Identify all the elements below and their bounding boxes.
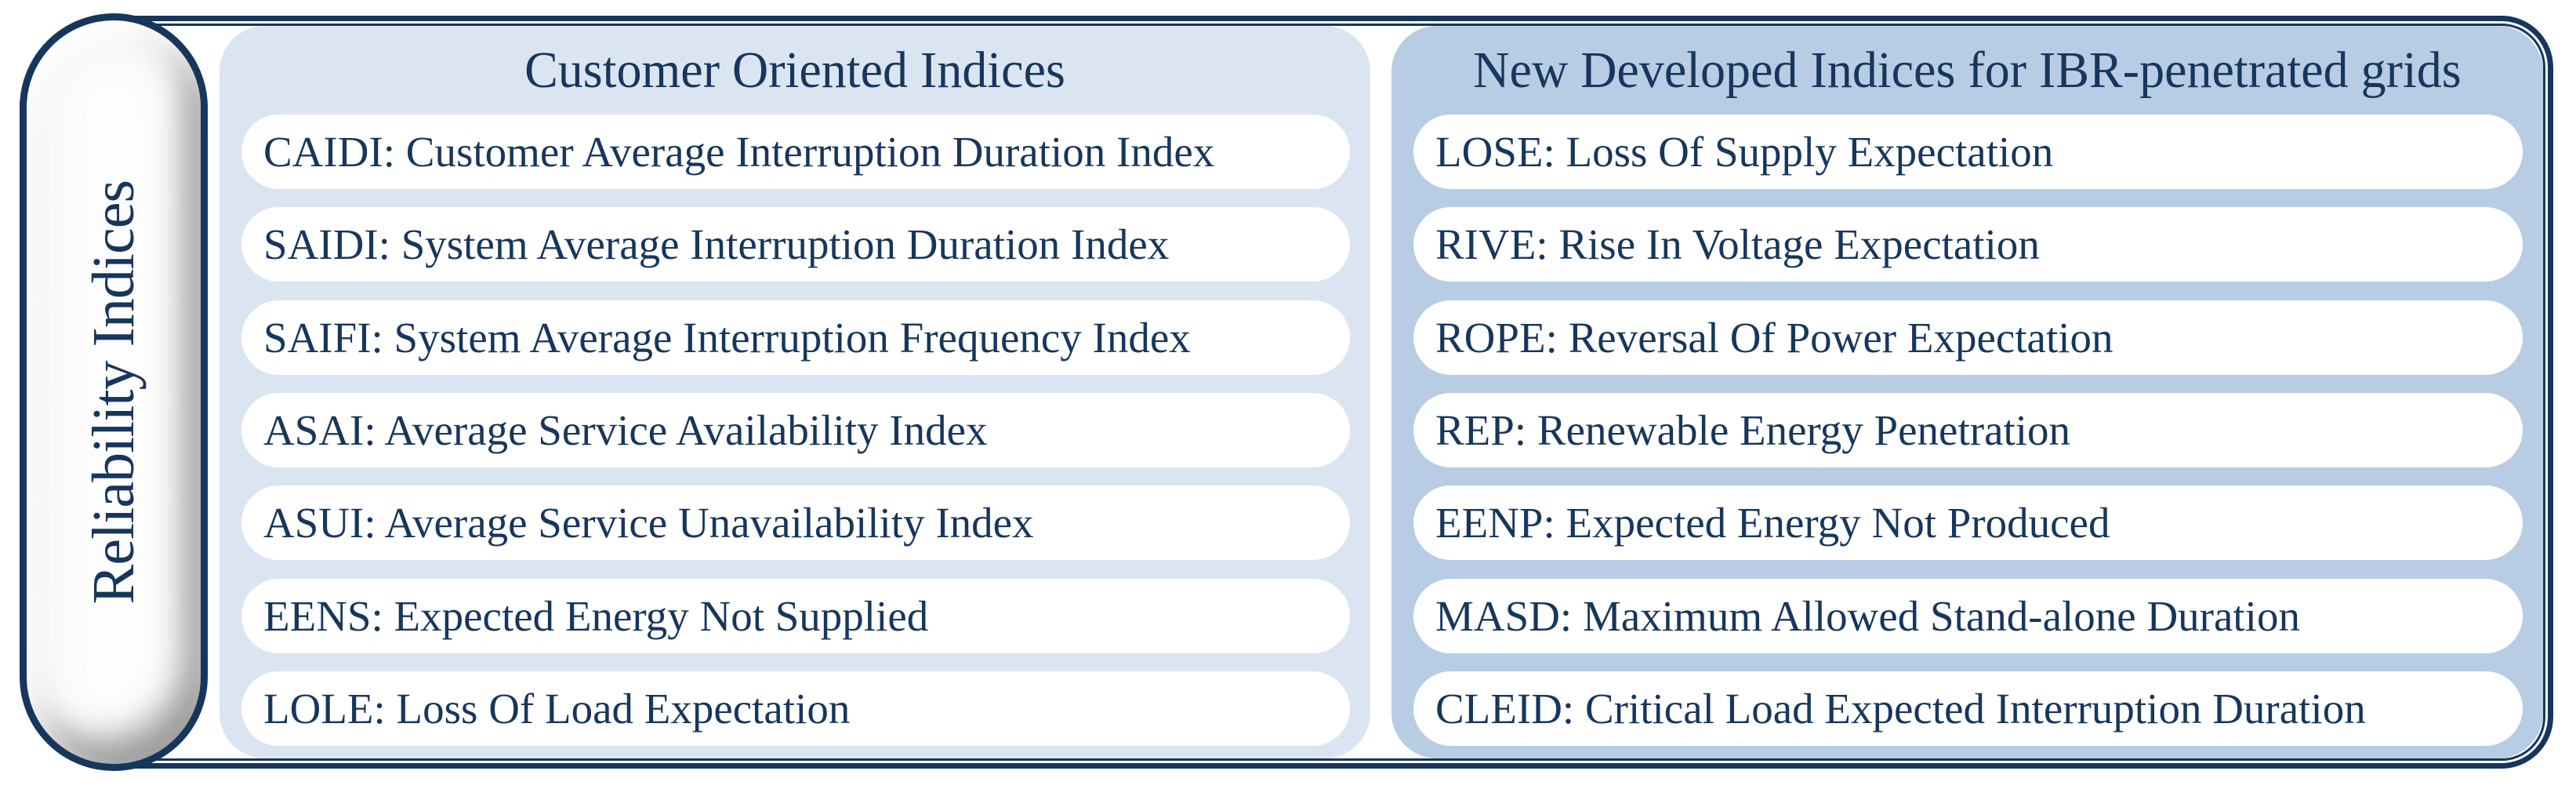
list-item-label: SAIDI: System Average Interruption Durat…: [263, 220, 1170, 269]
list-item-label: ASUI: Average Service Unavailability Ind…: [263, 499, 1034, 547]
ibr-penetrated-indices-title: New Developed Indices for IBR-penetrated…: [1473, 42, 2462, 99]
list-item-label: LOLE: Loss Of Load Expectation: [263, 684, 851, 733]
list-item: SAIDI: System Average Interruption Durat…: [241, 207, 1350, 282]
list-item: CLEID: Critical Load Expected Interrupti…: [1413, 671, 2523, 746]
list-item: RIVE: Rise In Voltage Expectation: [1413, 207, 2523, 282]
list-item-label: REP: Renewable Energy Penetration: [1435, 405, 2071, 454]
list-item: EENP: Expected Energy Not Produced: [1413, 485, 2523, 561]
list-item: ASAI: Average Service Availability Index: [241, 392, 1350, 467]
list-item: MASD: Maximum Allowed Stand-alone Durati…: [1413, 578, 2523, 653]
list-item: CAIDI: Customer Average Interruption Dur…: [241, 115, 1350, 189]
list-item: REP: Renewable Energy Penetration: [1413, 392, 2523, 467]
list-item: LOSE: Loss Of Supply Expectation: [1413, 115, 2523, 189]
list-item: ASUI: Average Service Unavailability Ind…: [241, 485, 1350, 561]
ibr-penetrated-indices-list: LOSE: Loss Of Supply Expectation RIVE: Ri…: [1413, 115, 2523, 746]
list-item-label: CLEID: Critical Load Expected Interrupti…: [1435, 684, 2366, 733]
list-item: ROPE: Reversal Of Power Expectation: [1413, 300, 2523, 375]
list-item-label: ROPE: Reversal Of Power Expectation: [1435, 313, 2113, 362]
customer-oriented-indices-list: CAIDI: Customer Average Interruption Dur…: [241, 115, 1350, 746]
list-item-label: ASAI: Average Service Availability Index: [263, 405, 988, 454]
list-item-label: LOSE: Loss Of Supply Expectation: [1435, 128, 2054, 176]
list-item: SAIFI: System Average Interruption Frequ…: [241, 300, 1350, 375]
list-item-label: SAIFI: System Average Interruption Frequ…: [263, 313, 1191, 362]
customer-oriented-indices-panel: Customer Oriented Indices CAIDI: Custome…: [220, 26, 1370, 758]
list-item-label: CAIDI: Customer Average Interruption Dur…: [263, 128, 1215, 176]
list-item-label: EENS: Expected Energy Not Supplied: [263, 591, 929, 640]
list-item-label: MASD: Maximum Allowed Stand-alone Durati…: [1435, 591, 2300, 640]
reliability-indices-capsule: Reliability Indices: [20, 13, 208, 771]
figure-title: Reliability Indices: [80, 180, 147, 605]
list-item: LOLE: Loss Of Load Expectation: [241, 671, 1350, 746]
customer-oriented-indices-title: Customer Oriented Indices: [524, 42, 1065, 99]
list-item-label: EENP: Expected Energy Not Produced: [1435, 499, 2110, 547]
list-item-label: RIVE: Rise In Voltage Expectation: [1435, 220, 2040, 269]
list-item: EENS: Expected Energy Not Supplied: [241, 578, 1350, 653]
ibr-penetrated-indices-panel: New Developed Indices for IBR-penetrated…: [1391, 26, 2543, 758]
